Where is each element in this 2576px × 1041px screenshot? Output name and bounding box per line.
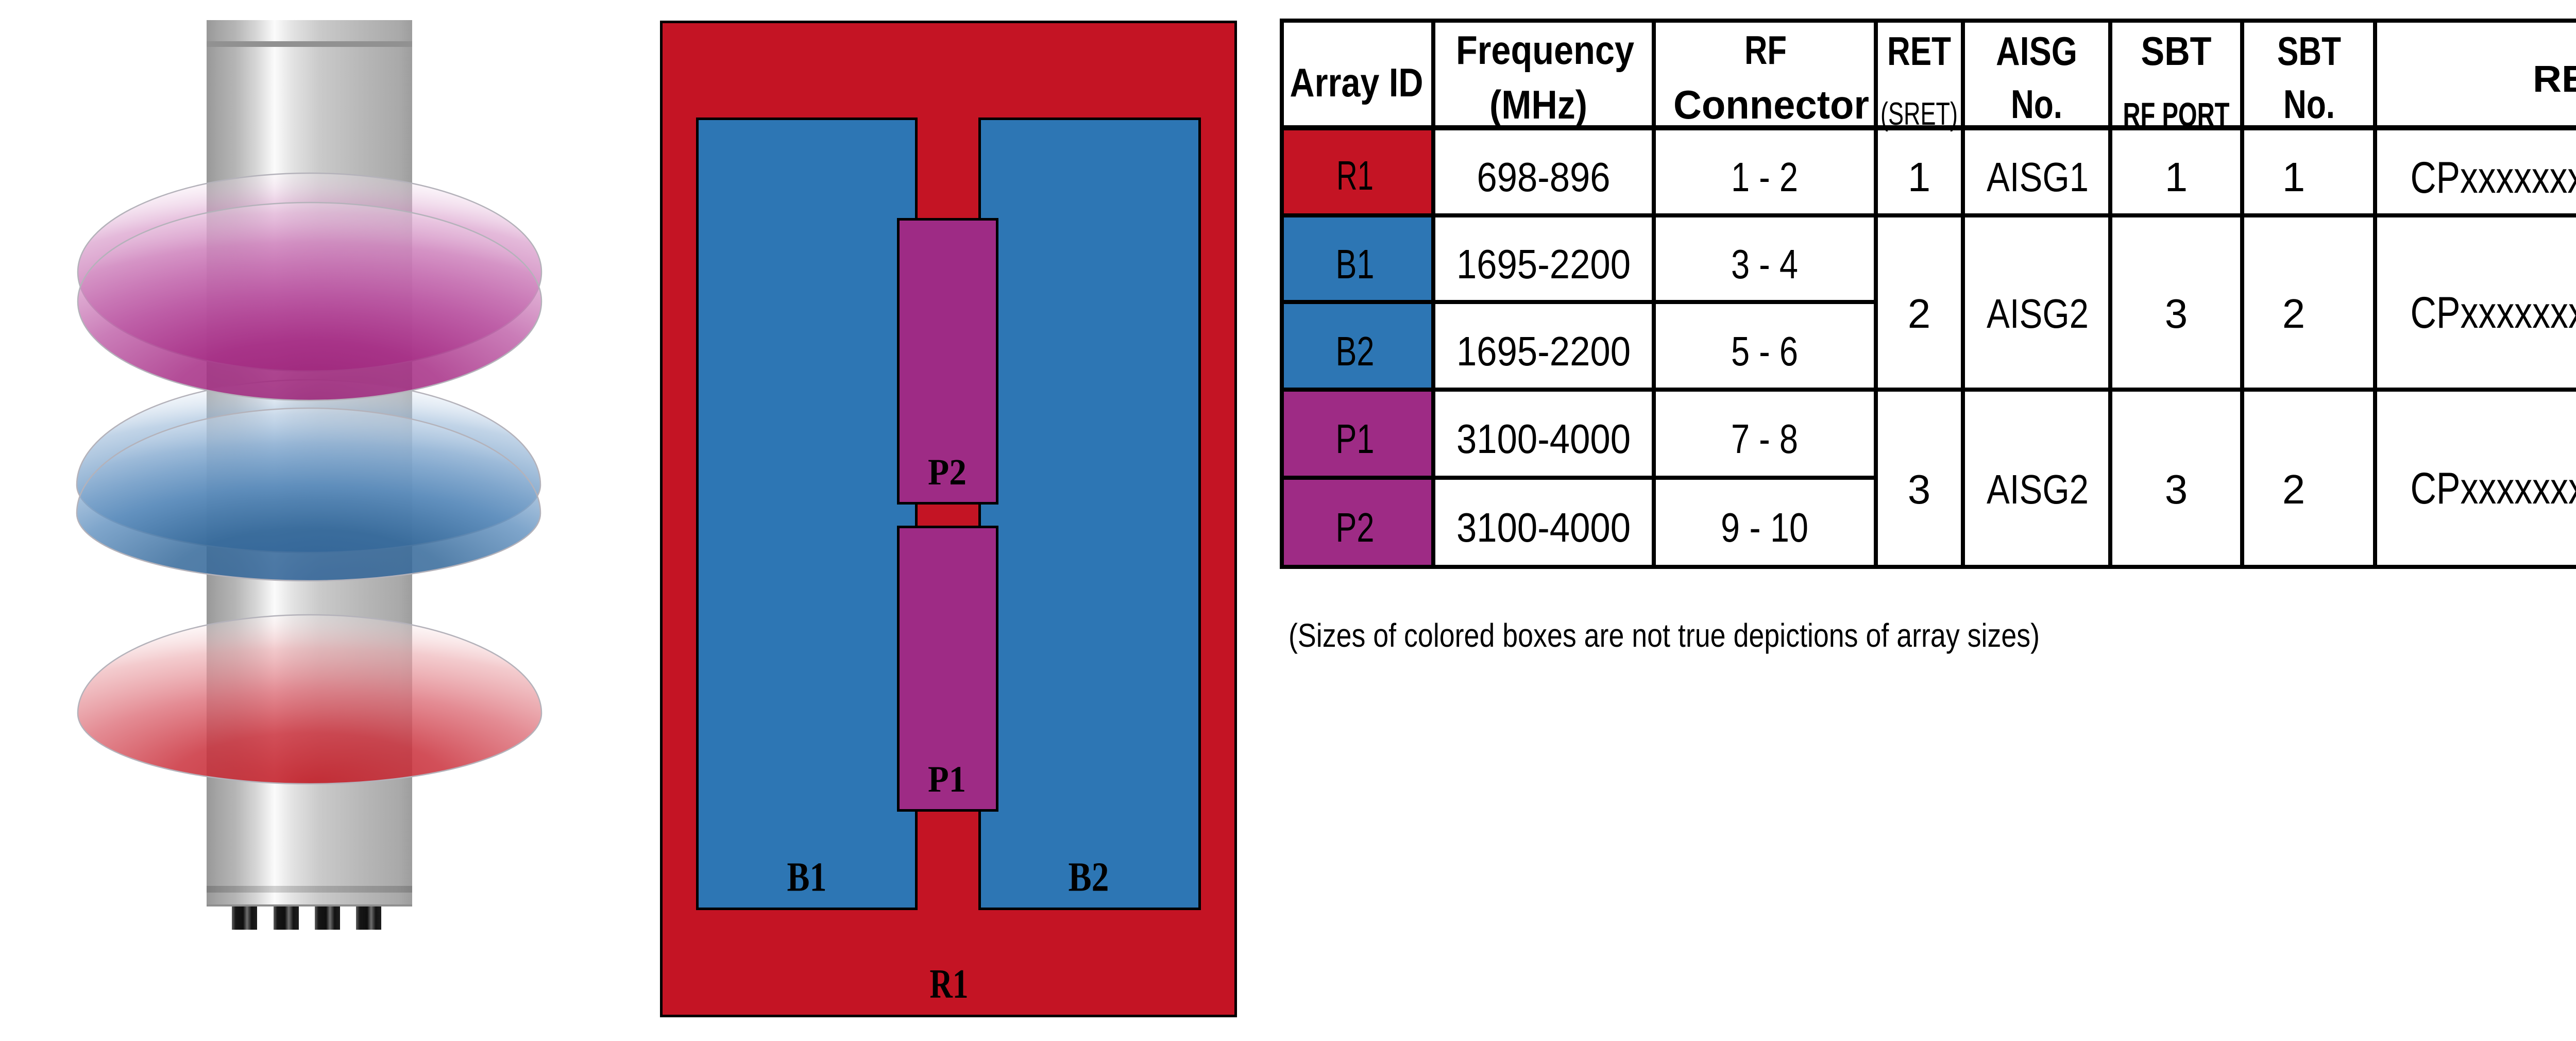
svg-text:P2: P2 xyxy=(1336,505,1375,550)
svg-text:CPxxxxxxxxxxxxxxxxP1: CPxxxxxxxxxxxxxxxxP1 xyxy=(2411,464,2576,513)
svg-text:3: 3 xyxy=(1908,466,1931,512)
svg-text:(MHz): (MHz) xyxy=(1489,82,1587,127)
svg-text:RET: RET xyxy=(1887,28,1951,74)
svg-text:3100-4000: 3100-4000 xyxy=(1456,505,1631,550)
svg-text:2: 2 xyxy=(2282,466,2306,512)
svg-text:RF PORT: RF PORT xyxy=(2123,95,2230,133)
svg-text:AISG2: AISG2 xyxy=(1987,466,2089,512)
svg-text:7 - 8: 7 - 8 xyxy=(1731,416,1798,462)
svg-text:RF: RF xyxy=(1744,27,1787,73)
svg-text:AISG2: AISG2 xyxy=(1987,291,2089,337)
svg-text:Frequency: Frequency xyxy=(1456,27,1634,73)
svg-text:698-896: 698-896 xyxy=(1477,154,1611,200)
svg-text:B1: B1 xyxy=(1336,241,1375,287)
svg-text:AISG1: AISG1 xyxy=(1987,154,2089,200)
svg-text:Array ID: Array ID xyxy=(1290,60,1423,105)
svg-text:3: 3 xyxy=(2165,466,2188,512)
svg-text:R1: R1 xyxy=(930,962,969,1007)
svg-text:1 - 2: 1 - 2 xyxy=(1731,154,1798,200)
svg-text:1: 1 xyxy=(2282,154,2306,200)
svg-text:P1: P1 xyxy=(928,759,966,800)
svg-text:3: 3 xyxy=(2165,291,2188,337)
svg-text:2: 2 xyxy=(2282,291,2306,337)
svg-text:SBT: SBT xyxy=(2141,28,2212,74)
svg-text:AISG: AISG xyxy=(1996,28,2077,74)
svg-text:R1: R1 xyxy=(1336,153,1374,198)
svg-text:Connector: Connector xyxy=(1673,82,1869,127)
svg-text:3100-4000: 3100-4000 xyxy=(1456,416,1631,462)
svg-text:(SRET): (SRET) xyxy=(1880,96,1958,132)
svg-text:(Sizes of colored boxes are no: (Sizes of colored boxes are not true dep… xyxy=(1289,617,2040,654)
svg-text:CPxxxxxxxxxxxxxxxxR1: CPxxxxxxxxxxxxxxxxR1 xyxy=(2411,153,2576,203)
svg-text:2: 2 xyxy=(1908,291,1931,337)
svg-text:No.: No. xyxy=(2011,81,2062,127)
svg-text:CPxxxxxxxxxxxxxxxxB1: CPxxxxxxxxxxxxxxxxB1 xyxy=(2411,288,2576,338)
svg-text:1: 1 xyxy=(2165,154,2188,200)
svg-text:9 - 10: 9 - 10 xyxy=(1721,505,1808,550)
svg-text:B1: B1 xyxy=(787,855,827,900)
svg-text:5 - 6: 5 - 6 xyxy=(1731,328,1798,374)
svg-text:B2: B2 xyxy=(1069,855,1109,900)
svg-text:SBT: SBT xyxy=(2277,28,2341,74)
svg-text:P1: P1 xyxy=(1336,416,1375,462)
svg-text:B2: B2 xyxy=(1336,328,1375,374)
svg-text:1695-2200: 1695-2200 xyxy=(1456,328,1631,374)
svg-text:No.: No. xyxy=(2283,81,2335,127)
svg-text:RET UID: RET UID xyxy=(2533,59,2576,100)
svg-text:P2: P2 xyxy=(928,451,967,493)
svg-text:3 - 4: 3 - 4 xyxy=(1731,241,1798,287)
svg-text:1695-2200: 1695-2200 xyxy=(1456,241,1631,287)
svg-text:1: 1 xyxy=(1908,154,1931,200)
